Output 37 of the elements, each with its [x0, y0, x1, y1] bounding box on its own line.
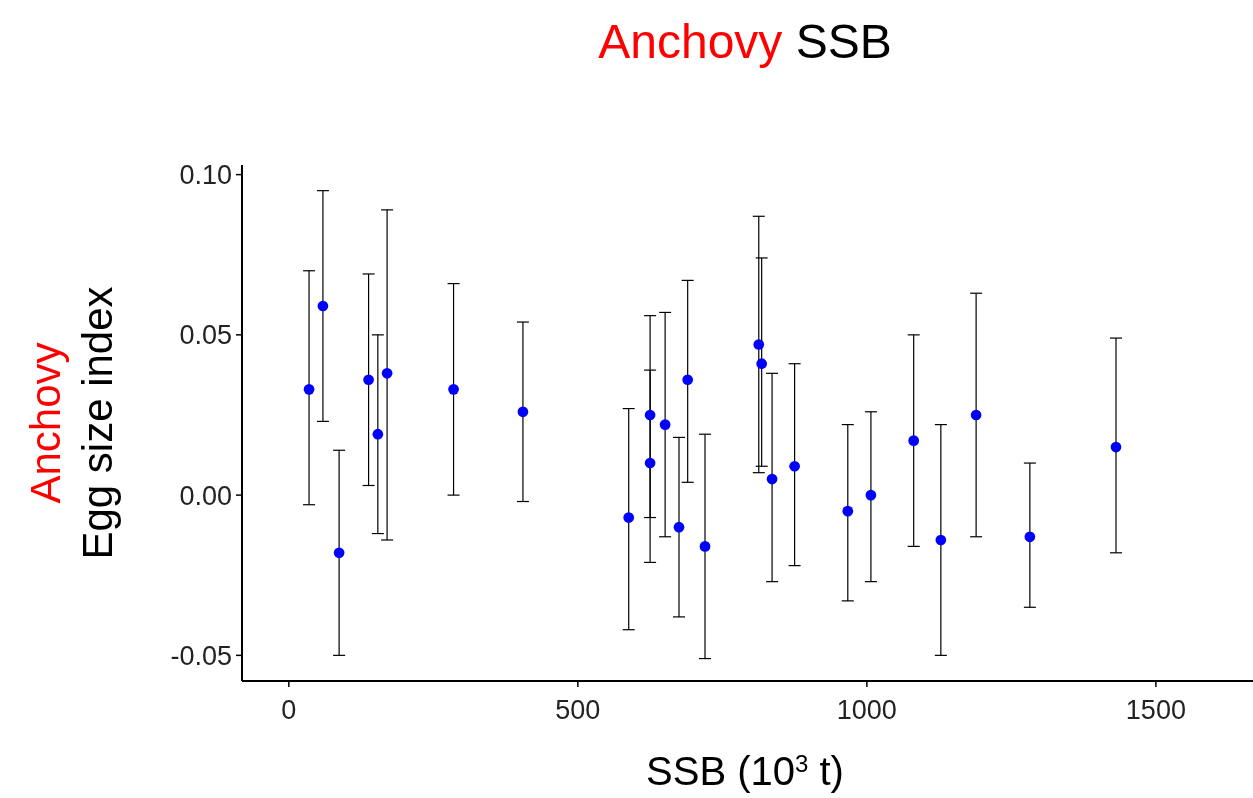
point: [970, 409, 982, 421]
y-tick-label: 0.05: [179, 320, 232, 351]
point: [381, 367, 393, 379]
x-tick-label: 500: [555, 695, 601, 725]
point: [699, 541, 711, 552]
y-tick-label: 0.00: [179, 480, 232, 511]
point: [659, 419, 671, 430]
point: [682, 374, 694, 386]
point: [673, 521, 685, 533]
point: [908, 435, 920, 446]
x-tick-label: 0: [281, 695, 297, 725]
point: [303, 384, 315, 395]
x-tick-label: 1000: [836, 695, 897, 725]
point: [865, 489, 877, 501]
point: [842, 505, 854, 517]
point: [753, 339, 765, 350]
x-axis-title: SSB (10$^{3}$ t): [646, 749, 844, 793]
point: [363, 374, 374, 386]
point: [517, 406, 529, 418]
point: [623, 512, 635, 523]
point: [644, 409, 656, 421]
point: [448, 384, 459, 395]
y-tick-label: -0.05: [170, 640, 232, 671]
point: [766, 473, 778, 485]
point: [756, 358, 768, 370]
x-tick-label: 1500: [1125, 695, 1186, 725]
chart-title: Anchovy SSB: [598, 15, 892, 68]
point: [789, 460, 800, 472]
point: [317, 300, 329, 312]
point: [644, 457, 656, 469]
point: [372, 428, 384, 440]
y-axis-title: Anchovy Egg size index: [22, 286, 121, 560]
point: [1024, 531, 1036, 543]
point: [935, 534, 947, 546]
point: [333, 547, 345, 559]
y-tick-label: 0.10: [179, 160, 232, 191]
point: [1110, 441, 1122, 453]
